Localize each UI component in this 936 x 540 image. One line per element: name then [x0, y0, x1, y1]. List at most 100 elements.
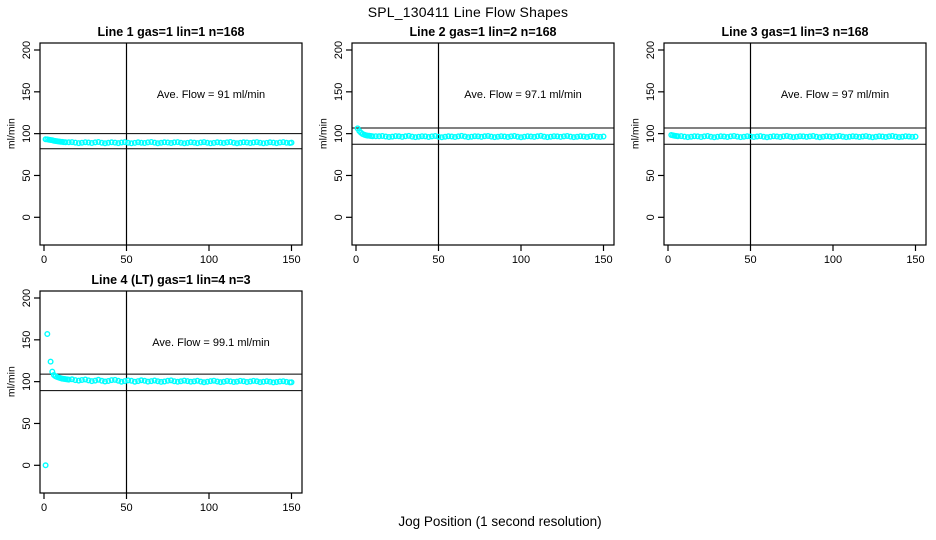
scatter-point: [105, 377, 112, 384]
y-tick-label: 50: [645, 169, 657, 181]
scatter-point: [681, 133, 688, 140]
scatter-point: [846, 133, 853, 140]
scatter-point: [177, 139, 184, 146]
x-axis: 0 50 100 150: [665, 245, 925, 266]
scatter-point: [402, 133, 409, 140]
scatter-point: [105, 139, 112, 146]
scatter-point: [115, 140, 122, 147]
scatter-point: [240, 139, 247, 146]
scatter-point: [704, 132, 711, 139]
scatter-point: [734, 133, 741, 140]
scatter-point: [511, 132, 518, 139]
scatter-point: [574, 133, 581, 140]
scatter-point: [273, 378, 280, 385]
scatter-point: [233, 140, 240, 147]
x-axis: 0 50 100 150: [353, 245, 613, 266]
scatter-point: [770, 133, 777, 140]
scatter-point: [902, 133, 909, 140]
scatter-point: [168, 139, 175, 146]
scatter-point: [187, 139, 194, 146]
scatter-point: [98, 139, 105, 146]
scatter-point: [554, 133, 561, 140]
scatter-point: [121, 378, 128, 385]
scatter-point: [181, 377, 188, 384]
scatter-point: [823, 133, 830, 140]
scatter-point: [678, 133, 685, 140]
scatter-point: [763, 134, 770, 141]
avg-flow-annotation: Ave. Flow = 97.1 ml/min: [464, 89, 581, 101]
x-tick-label: 0: [353, 254, 359, 266]
scatter-point: [288, 139, 295, 146]
x-tick-label: 0: [665, 254, 671, 266]
scatter-point: [174, 139, 181, 146]
scatter-point: [471, 133, 478, 140]
scatter-point: [537, 132, 544, 139]
scatter-point: [217, 379, 224, 386]
x-tick-label: 50: [120, 502, 132, 514]
scatter-point: [783, 132, 790, 139]
scatter-point: [131, 139, 138, 146]
scatter-point: [369, 133, 376, 140]
x-tick-label: 50: [432, 254, 444, 266]
scatter-point: [600, 133, 607, 140]
scatter-point: [65, 139, 72, 146]
y-axis: 0 50 100 150 200: [21, 289, 40, 468]
scatter-point: [121, 139, 128, 146]
panel-title: Line 2 gas=1 lin=2 n=168: [410, 25, 557, 39]
avg-flow-annotation: Ave. Flow = 97 ml/min: [781, 89, 889, 101]
scatter-point: [276, 378, 283, 385]
scatter-point: [800, 133, 807, 140]
panel-plot: Line 1 gas=1 lin=1 n=168 0 50 100 150 0 50 100 1…: [6, 25, 303, 266]
scatter-point: [820, 133, 827, 140]
y-tick-label: 0: [21, 214, 33, 220]
scatter-point: [896, 134, 903, 141]
scatter-point: [128, 377, 135, 384]
x-tick-label: 100: [512, 254, 530, 266]
scatter-point: [95, 138, 102, 145]
scatter-point: [154, 378, 161, 385]
scatter-point: [257, 379, 264, 386]
points-layer: [42, 136, 295, 147]
x-axis-label: Jog Position (1 second resolution): [398, 514, 602, 529]
scatter-point: [412, 134, 419, 141]
scatter-point: [158, 139, 165, 146]
scatter-point: [118, 378, 125, 385]
scatter-point: [125, 377, 132, 384]
scatter-point: [161, 378, 168, 385]
scatter-point: [691, 133, 698, 140]
scatter-point: [88, 378, 95, 385]
scatter-point: [701, 133, 708, 140]
scatter-point: [151, 377, 158, 384]
scatter-point: [869, 134, 876, 141]
y-axis: 0 50 100 150 200: [333, 41, 352, 220]
x-axis: 0 50 100 150: [41, 245, 301, 266]
scatter-point: [174, 378, 181, 385]
scatter-point: [557, 133, 564, 140]
scatter-point: [882, 133, 889, 140]
scatter-point: [740, 133, 747, 140]
scatter-point: [527, 133, 534, 140]
scatter-point: [475, 133, 482, 140]
scatter-point: [806, 133, 813, 140]
scatter-point: [829, 133, 836, 140]
scatter-point: [148, 138, 155, 145]
scatter-point: [415, 133, 422, 140]
scatter-point: [98, 377, 105, 384]
y-tick-label: 200: [645, 41, 657, 59]
scatter-point: [111, 376, 118, 383]
x-tick-label: 0: [41, 254, 47, 266]
scatter-point: [204, 139, 211, 146]
scatter-point: [200, 139, 207, 146]
scatter-point: [879, 133, 886, 140]
scatter-point: [707, 133, 714, 140]
scatter-point: [754, 133, 761, 140]
scatter-point: [747, 133, 754, 140]
y-tick-label: 150: [21, 331, 33, 349]
scatter-point: [88, 139, 95, 146]
x-tick-label: 0: [41, 502, 47, 514]
scatter-point: [395, 133, 402, 140]
scatter-point: [813, 133, 820, 140]
x-tick-label: 100: [200, 502, 218, 514]
scatter-point: [115, 377, 122, 384]
scatter-point: [697, 133, 704, 140]
